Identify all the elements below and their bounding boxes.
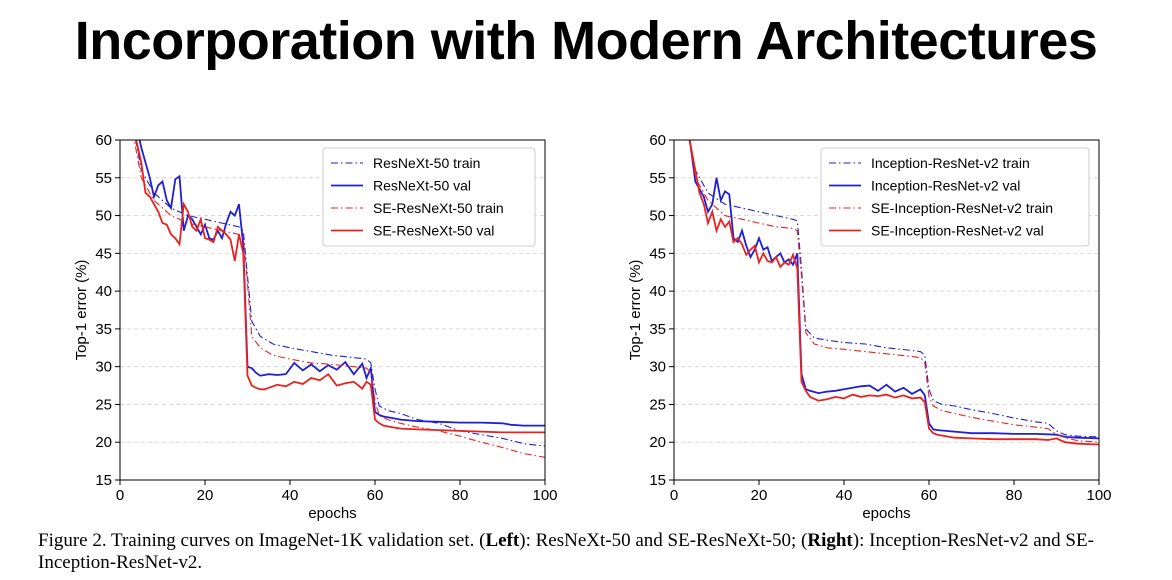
y-tick-label: 30	[95, 359, 112, 376]
y-tick-label: 35	[649, 321, 666, 338]
series-line-2	[688, 140, 1099, 443]
series-line-0	[689, 140, 1099, 438]
legend-label: SE-Inception-ResNet-v2 train	[871, 200, 1053, 216]
x-tick-label: 0	[670, 487, 678, 504]
plot-frame	[673, 139, 1100, 481]
legend: Inception-ResNet-v2 train Inception-ResNe…	[820, 147, 1090, 247]
legend-box	[322, 147, 536, 247]
y-tick-label: 60	[649, 132, 666, 149]
caption-right-bold: Right	[807, 530, 853, 551]
legend: ResNeXt-50 train ResNeXt-50 val SE-ResNeXt…	[322, 147, 536, 247]
y-tick-label: 25	[95, 396, 112, 413]
y-tick-label: 20	[95, 434, 112, 451]
y-tick-label: 45	[649, 245, 666, 262]
y-tick-label: 60	[95, 132, 112, 149]
figure-caption: Figure 2. Training curves on ImageNet-1K…	[38, 530, 1168, 574]
y-tick-label: 20	[649, 434, 666, 451]
x-tick-label: 100	[532, 487, 557, 504]
series-line-1	[138, 140, 545, 427]
y-tick-label: 55	[95, 170, 112, 187]
y-tick-label: 50	[649, 208, 666, 225]
x-axis-label: epochs	[308, 505, 356, 522]
legend-label: SE-Inception-ResNet-v2 val	[871, 223, 1044, 239]
chart-right: 0 20 40 60 80 100 15 20 25 30 35 40 45 50 55 60 epochs To…	[627, 132, 1112, 522]
x-tick-label: 20	[197, 487, 214, 504]
y-tick-label: 30	[649, 359, 666, 376]
y-tick-label: 45	[95, 245, 112, 262]
x-tick-label: 0	[116, 487, 124, 504]
chart-left: 0 20 40 60 80 100 15 20 25 30 35 40 45 50 55 60 epochs To…	[73, 132, 558, 522]
x-tick-label: 40	[282, 487, 299, 504]
plot-frame	[119, 139, 546, 481]
x-tick-label: 80	[452, 487, 469, 504]
caption-left-bold: Left	[485, 530, 520, 551]
series-line-0	[135, 140, 545, 447]
series-line-2	[133, 140, 545, 458]
x-tick-label: 20	[751, 487, 768, 504]
caption-suffix: ): Inception-ResNet-v2 and SE-Inception-…	[38, 530, 1094, 573]
legend-label: SE-ResNeXt-50 train	[373, 200, 504, 216]
y-tick-label: 40	[95, 283, 112, 300]
caption-prefix: Figure 2. Training curves on ImageNet-1K…	[38, 530, 486, 551]
y-axis-label: Top-1 error (%)	[73, 260, 90, 361]
legend-label: ResNeXt-50 train	[373, 155, 480, 171]
y-axis-label: Top-1 error (%)	[627, 260, 644, 361]
legend-label: Inception-ResNet-v2 train	[871, 155, 1030, 171]
x-tick-label: 40	[836, 487, 853, 504]
y-tick-label: 15	[95, 472, 112, 489]
series-line-3	[135, 140, 545, 434]
x-axis-label: epochs	[862, 505, 910, 522]
y-tick-label: 25	[649, 396, 666, 413]
y-tick-label: 40	[649, 283, 666, 300]
y-tick-label: 15	[649, 472, 666, 489]
x-tick-label: 100	[1086, 487, 1111, 504]
y-tick-label: 55	[649, 170, 666, 187]
legend-label: Inception-ResNet-v2 val	[871, 178, 1020, 194]
x-tick-label: 80	[1006, 487, 1023, 504]
x-tick-label: 60	[921, 487, 938, 504]
slide-title: Incorporation with Modern Architectures	[74, 11, 1098, 71]
x-tick-label: 60	[367, 487, 384, 504]
series-line-3	[688, 140, 1099, 446]
caption-mid: ): ResNeXt-50 and SE-ResNeXt-50; (	[519, 530, 808, 551]
y-tick-label: 35	[95, 321, 112, 338]
y-tick-label: 50	[95, 208, 112, 225]
legend-box	[820, 147, 1090, 247]
legend-label: SE-ResNeXt-50 val	[373, 223, 494, 239]
legend-label: ResNeXt-50 val	[373, 178, 471, 194]
